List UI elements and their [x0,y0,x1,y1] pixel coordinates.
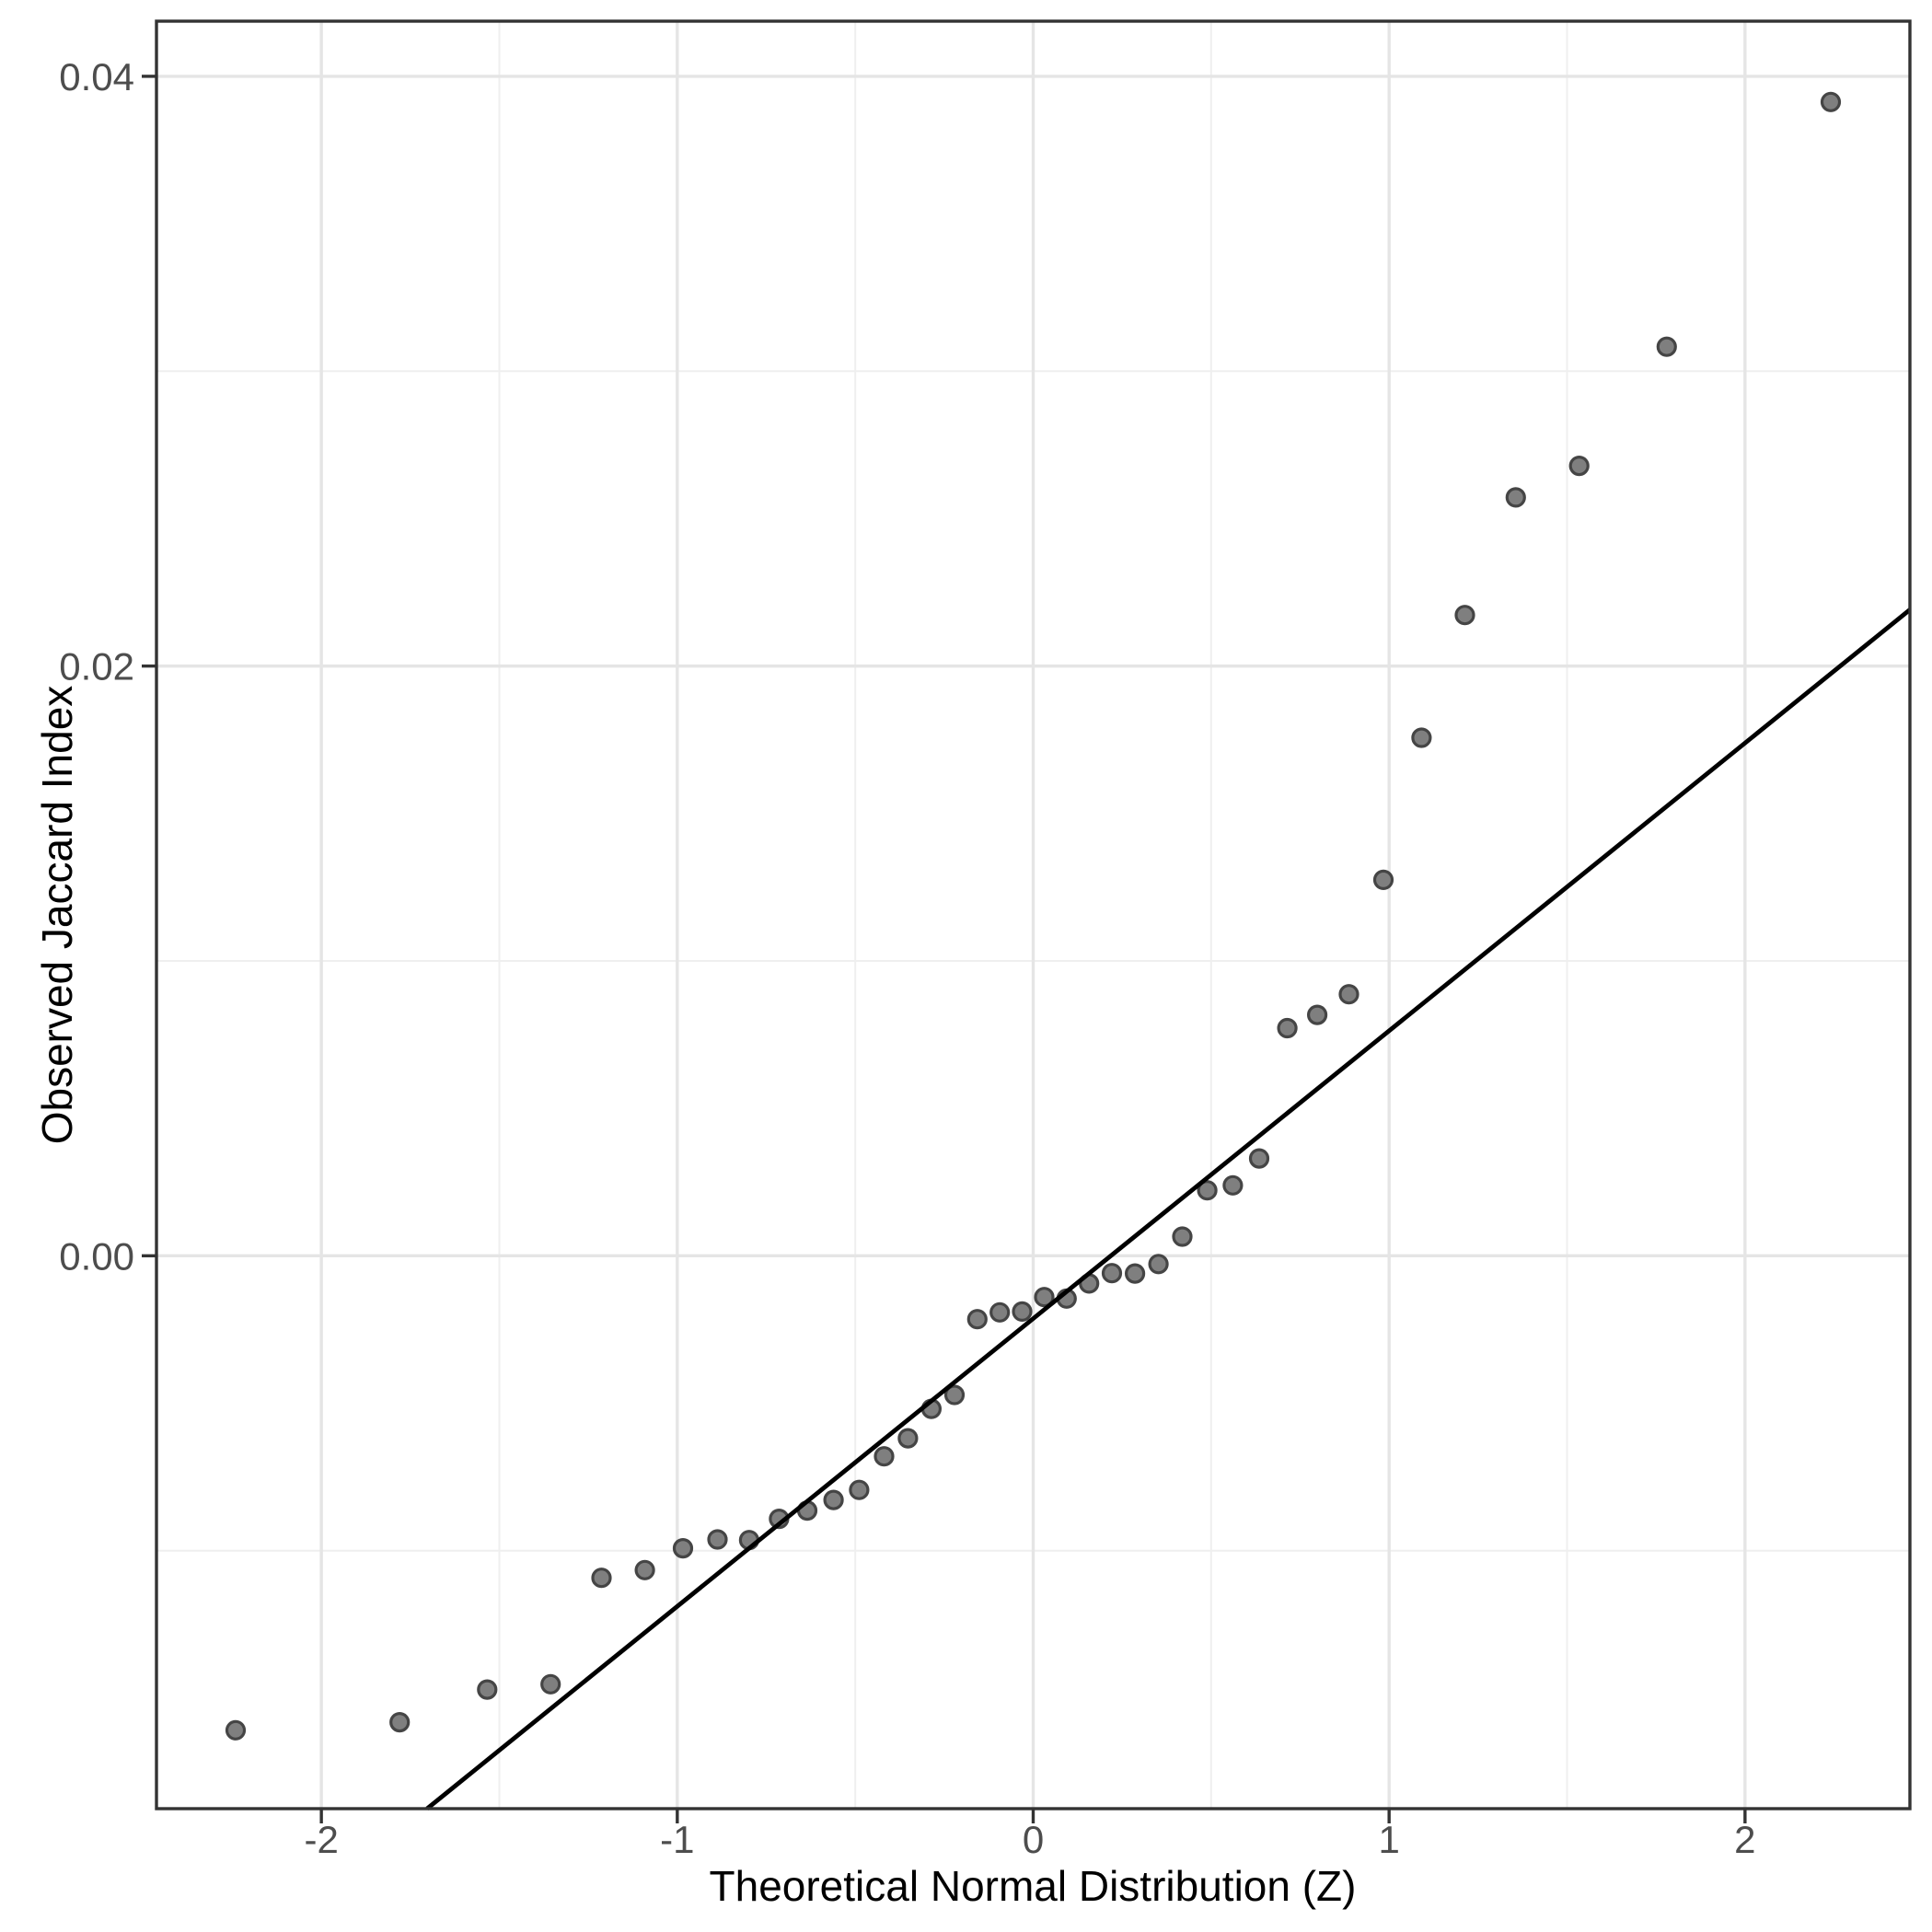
data-point [1197,1180,1218,1201]
data-point [897,1428,919,1449]
data-point [1568,456,1590,477]
data-point [849,1479,870,1500]
y-tick-label: 0.04 [59,55,134,98]
y-axis-tick-marks [142,75,156,1258]
data-point [823,1489,844,1510]
x-axis-title: Theoretical Normal Distribution (Z) [710,1862,1357,1910]
reference-line [425,607,1912,1811]
y-tick-label: 0.00 [59,1234,134,1278]
data-point [1372,869,1394,891]
data-point [591,1568,612,1589]
data-point [1306,1004,1328,1025]
data-point [966,1309,988,1330]
scatter-points [225,91,1842,1741]
data-point [1012,1301,1033,1323]
x-tick-label: 1 [1378,1818,1399,1861]
x-tick-label: 0 [1023,1818,1044,1861]
data-point [1248,1148,1270,1169]
data-point [1148,1254,1169,1275]
y-tick-label: 0.02 [59,645,134,688]
data-point [1277,1017,1298,1039]
x-tick-label: 2 [1734,1818,1755,1861]
data-point [1411,727,1432,748]
x-axis-tick-labels: -2 -1 0 1 2 [304,1818,1755,1861]
data-point [1820,91,1842,112]
data-point [1222,1174,1244,1196]
data-point [1338,984,1359,1005]
data-point [389,1711,411,1733]
data-point [1172,1226,1193,1247]
x-axis-tick-marks [319,1809,1747,1823]
data-point [634,1559,655,1580]
data-point [225,1719,247,1741]
data-point [540,1673,561,1695]
y-axis-title: Observed Jaccard Index [33,686,81,1145]
data-point [873,1446,895,1467]
data-point [1656,336,1677,357]
data-point [1505,487,1526,508]
major-gridlines [156,21,1910,1809]
data-point [1454,605,1475,626]
y-axis-tick-labels: 0.00 0.02 0.04 [59,55,134,1278]
data-point [477,1679,498,1700]
data-point [672,1537,694,1559]
data-point [989,1301,1011,1323]
data-point [1101,1263,1123,1284]
x-tick-label: -1 [660,1818,694,1861]
x-tick-label: -2 [304,1818,338,1861]
data-point [1034,1287,1055,1308]
data-point [707,1529,728,1550]
data-point [943,1384,966,1406]
data-point [1124,1263,1146,1284]
